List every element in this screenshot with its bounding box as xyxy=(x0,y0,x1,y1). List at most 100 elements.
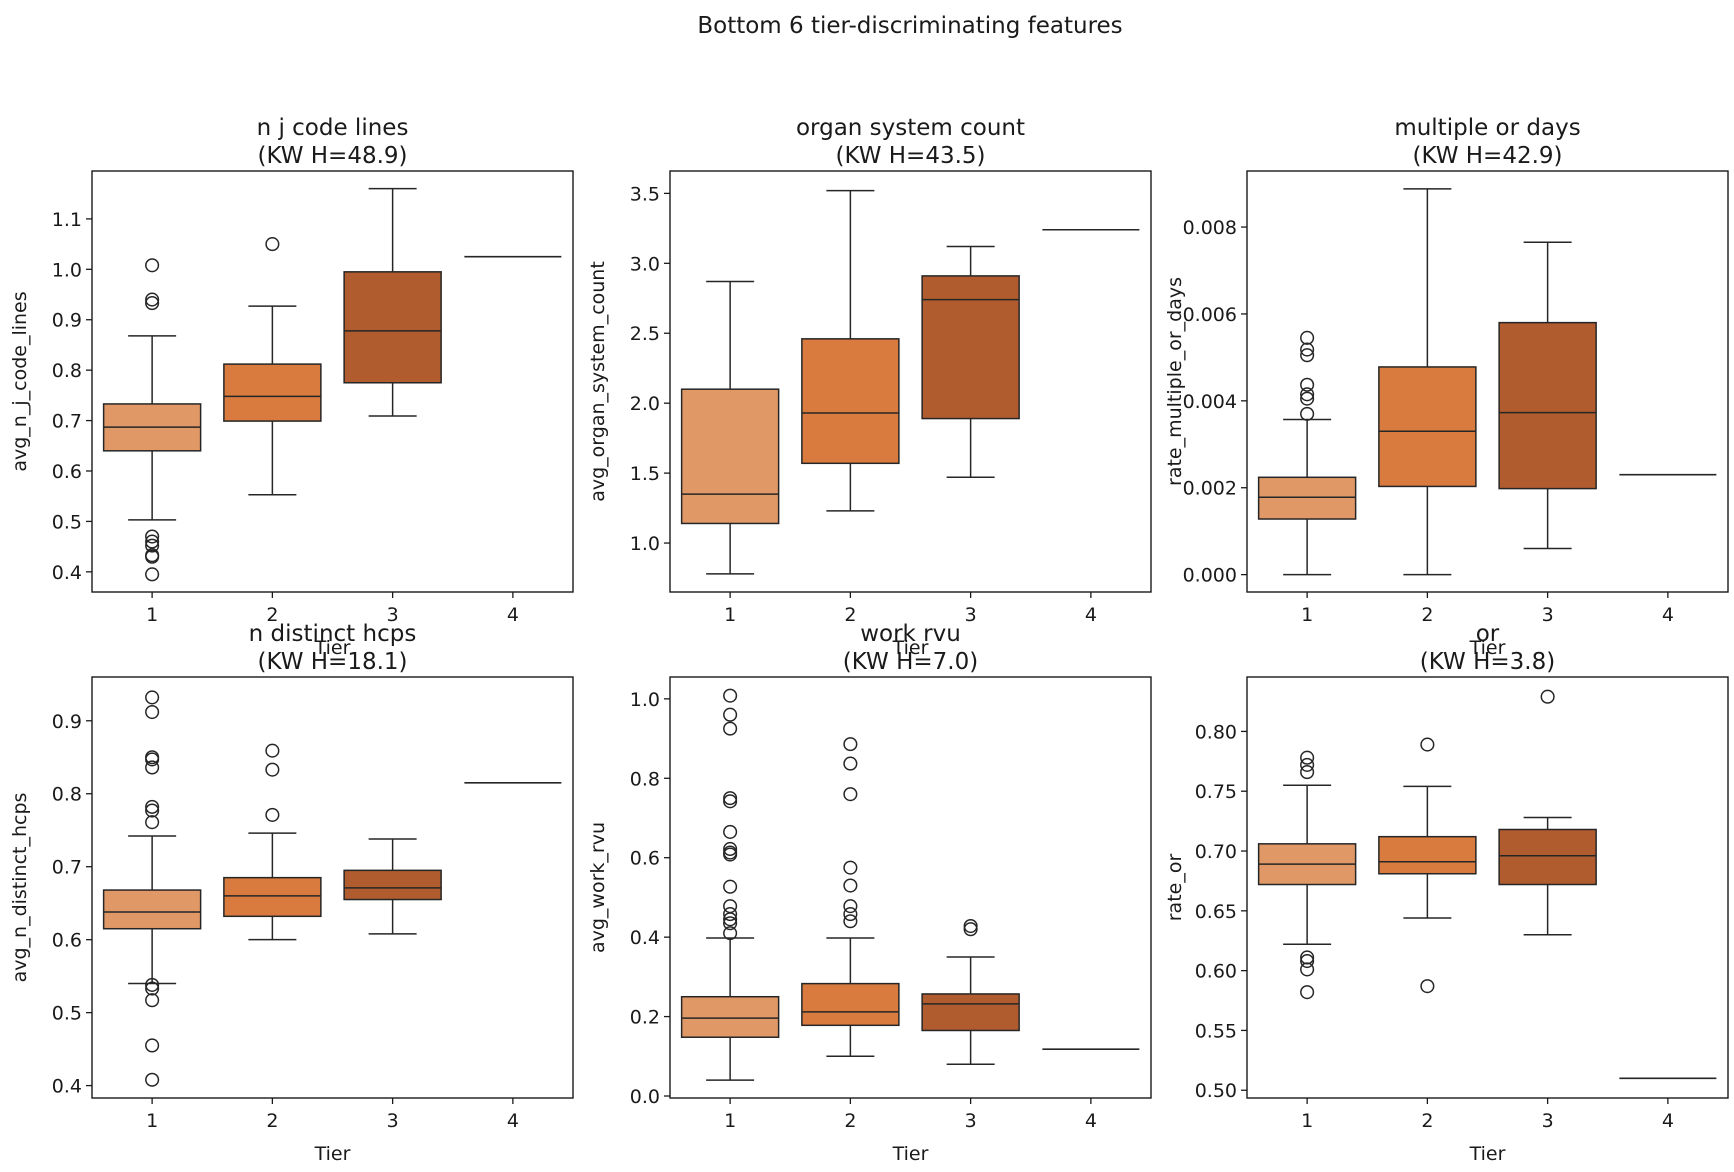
y-tick-label: 0.8 xyxy=(52,784,82,806)
y-axis-label: avg_organ_system_count xyxy=(587,261,609,502)
box-tier-2 xyxy=(1378,188,1477,576)
x-axis-label: Tier xyxy=(1469,637,1506,659)
iqr-box xyxy=(921,275,1020,420)
iqr-box xyxy=(1378,835,1477,875)
box-tier-3 xyxy=(921,918,1020,1065)
axes-frame xyxy=(1246,170,1729,593)
axes-frame xyxy=(669,676,1152,1099)
y-axis-label: rate_or xyxy=(1164,854,1186,922)
panel-6: or(KW H=3.8) 0.50 0.55 0.60 0.65 0.70 0.75 0.80… xyxy=(1164,621,1729,1165)
box-tier-1 xyxy=(102,690,202,1087)
x-axis-label: Tier xyxy=(314,1143,351,1165)
outlier-point xyxy=(1300,342,1315,357)
outlier-point xyxy=(1300,391,1315,406)
y-tick-label: 0.5 xyxy=(52,511,82,533)
axes-frame xyxy=(1246,676,1729,1099)
outlier-point xyxy=(723,841,738,857)
x-tick-label: 1 xyxy=(146,1110,158,1132)
panel-title: or xyxy=(1476,621,1500,647)
outlier-point xyxy=(145,690,160,705)
y-tick-label: 1.1 xyxy=(52,209,82,231)
x-tick-label: 4 xyxy=(1085,1110,1097,1132)
iqr-box xyxy=(680,388,780,525)
outlier-point xyxy=(963,918,978,934)
box-tier-3 xyxy=(343,838,442,935)
outlier-point xyxy=(723,721,738,736)
y-tick-label: 0.5 xyxy=(52,1003,82,1025)
outlier-point xyxy=(145,704,160,720)
x-tick-label: 4 xyxy=(1662,604,1674,626)
box-tier-1 xyxy=(1257,750,1357,1000)
outlier-point xyxy=(145,534,160,549)
x-tick-label: 3 xyxy=(387,604,399,626)
y-tick-label: 0.70 xyxy=(1195,841,1237,863)
panel-title: n j code lines xyxy=(257,115,409,141)
y-tick-label: 0.8 xyxy=(52,360,82,382)
y-tick-label: 3.0 xyxy=(630,253,660,275)
outlier-point xyxy=(723,916,738,931)
outlier-point xyxy=(145,296,160,311)
outlier-point xyxy=(265,807,280,822)
box-tier-2 xyxy=(801,737,900,1058)
box-tier-2 xyxy=(801,189,900,512)
y-tick-label: 0.55 xyxy=(1195,1020,1237,1042)
box-tier-3 xyxy=(1498,241,1597,550)
y-tick-label: 0.2 xyxy=(630,1007,660,1029)
y-tick-label: 0.004 xyxy=(1183,391,1237,413)
outlier-point xyxy=(843,787,858,802)
outlier-point xyxy=(1300,406,1315,421)
axes-frame xyxy=(669,170,1152,593)
x-tick-label: 1 xyxy=(146,604,158,626)
panel-title: multiple or days xyxy=(1394,115,1580,141)
outlier-point xyxy=(1420,737,1435,752)
y-tick-label: 0.008 xyxy=(1183,217,1237,239)
panel-title-kw: (KW H=7.0) xyxy=(843,649,978,675)
y-tick-label: 0.80 xyxy=(1195,721,1237,743)
panel-5: work rvu(KW H=7.0) 0.0 0.2 0.4 0.6 0.8 1.0 1 2 3 4… xyxy=(587,621,1152,1165)
x-tick-label: 3 xyxy=(1542,1110,1554,1132)
iqr-box xyxy=(1378,366,1477,488)
panel-title-kw: (KW H=18.1) xyxy=(257,649,407,675)
x-tick-label: 4 xyxy=(507,1110,519,1132)
x-axis-label: Tier xyxy=(1469,1143,1506,1165)
outlier-point xyxy=(723,907,738,922)
outlier-point xyxy=(145,799,160,814)
outlier-point xyxy=(145,1038,160,1053)
outlier-point xyxy=(145,760,160,775)
x-tick-label: 2 xyxy=(844,1110,856,1132)
outlier-point xyxy=(1300,330,1315,345)
outlier-point xyxy=(843,899,858,914)
outlier-point xyxy=(265,762,280,777)
x-tick-label: 1 xyxy=(1301,604,1313,626)
y-tick-label: 1.0 xyxy=(630,689,660,711)
y-axis-label: avg_work_rvu xyxy=(587,822,609,953)
outlier-point xyxy=(843,860,858,875)
y-tick-label: 0.4 xyxy=(52,1076,82,1098)
panel-title: work rvu xyxy=(860,621,961,647)
y-tick-label: 0.60 xyxy=(1195,961,1237,983)
box-tier-2 xyxy=(223,743,322,941)
iqr-box xyxy=(1498,828,1597,886)
outlier-point xyxy=(1300,348,1315,363)
y-tick-label: 0.65 xyxy=(1195,901,1237,923)
panels-group: n j code lines(KW H=48.9) 0.4 0.5 0.6 0.7 0.8… xyxy=(9,115,1729,1165)
y-tick-label: 1.5 xyxy=(630,463,660,485)
x-tick-label: 2 xyxy=(1421,604,1433,626)
panel-title-kw: (KW H=43.5) xyxy=(835,143,985,169)
box-tier-1 xyxy=(680,688,780,1081)
panel-4: n distinct hcps(KW H=18.1) 0.4 0.5 0.6 0.7 0.… xyxy=(9,621,574,1165)
figure-suptitle: Bottom 6 tier-discriminating features xyxy=(697,13,1122,39)
x-axis-label: Tier xyxy=(892,637,929,659)
y-tick-label: 0.75 xyxy=(1195,781,1237,803)
x-tick-label: 2 xyxy=(266,604,278,626)
outlier-point xyxy=(1300,765,1315,780)
axes-frame xyxy=(91,170,574,593)
outlier-point xyxy=(963,922,978,937)
outlier-point xyxy=(265,743,280,758)
iqr-box xyxy=(343,271,442,384)
x-tick-label: 4 xyxy=(1662,1110,1674,1132)
iqr-box xyxy=(680,995,780,1038)
panel-title-kw: (KW H=3.8) xyxy=(1420,649,1555,675)
y-tick-label: 2.0 xyxy=(630,393,660,415)
outlier-point xyxy=(1420,979,1435,994)
